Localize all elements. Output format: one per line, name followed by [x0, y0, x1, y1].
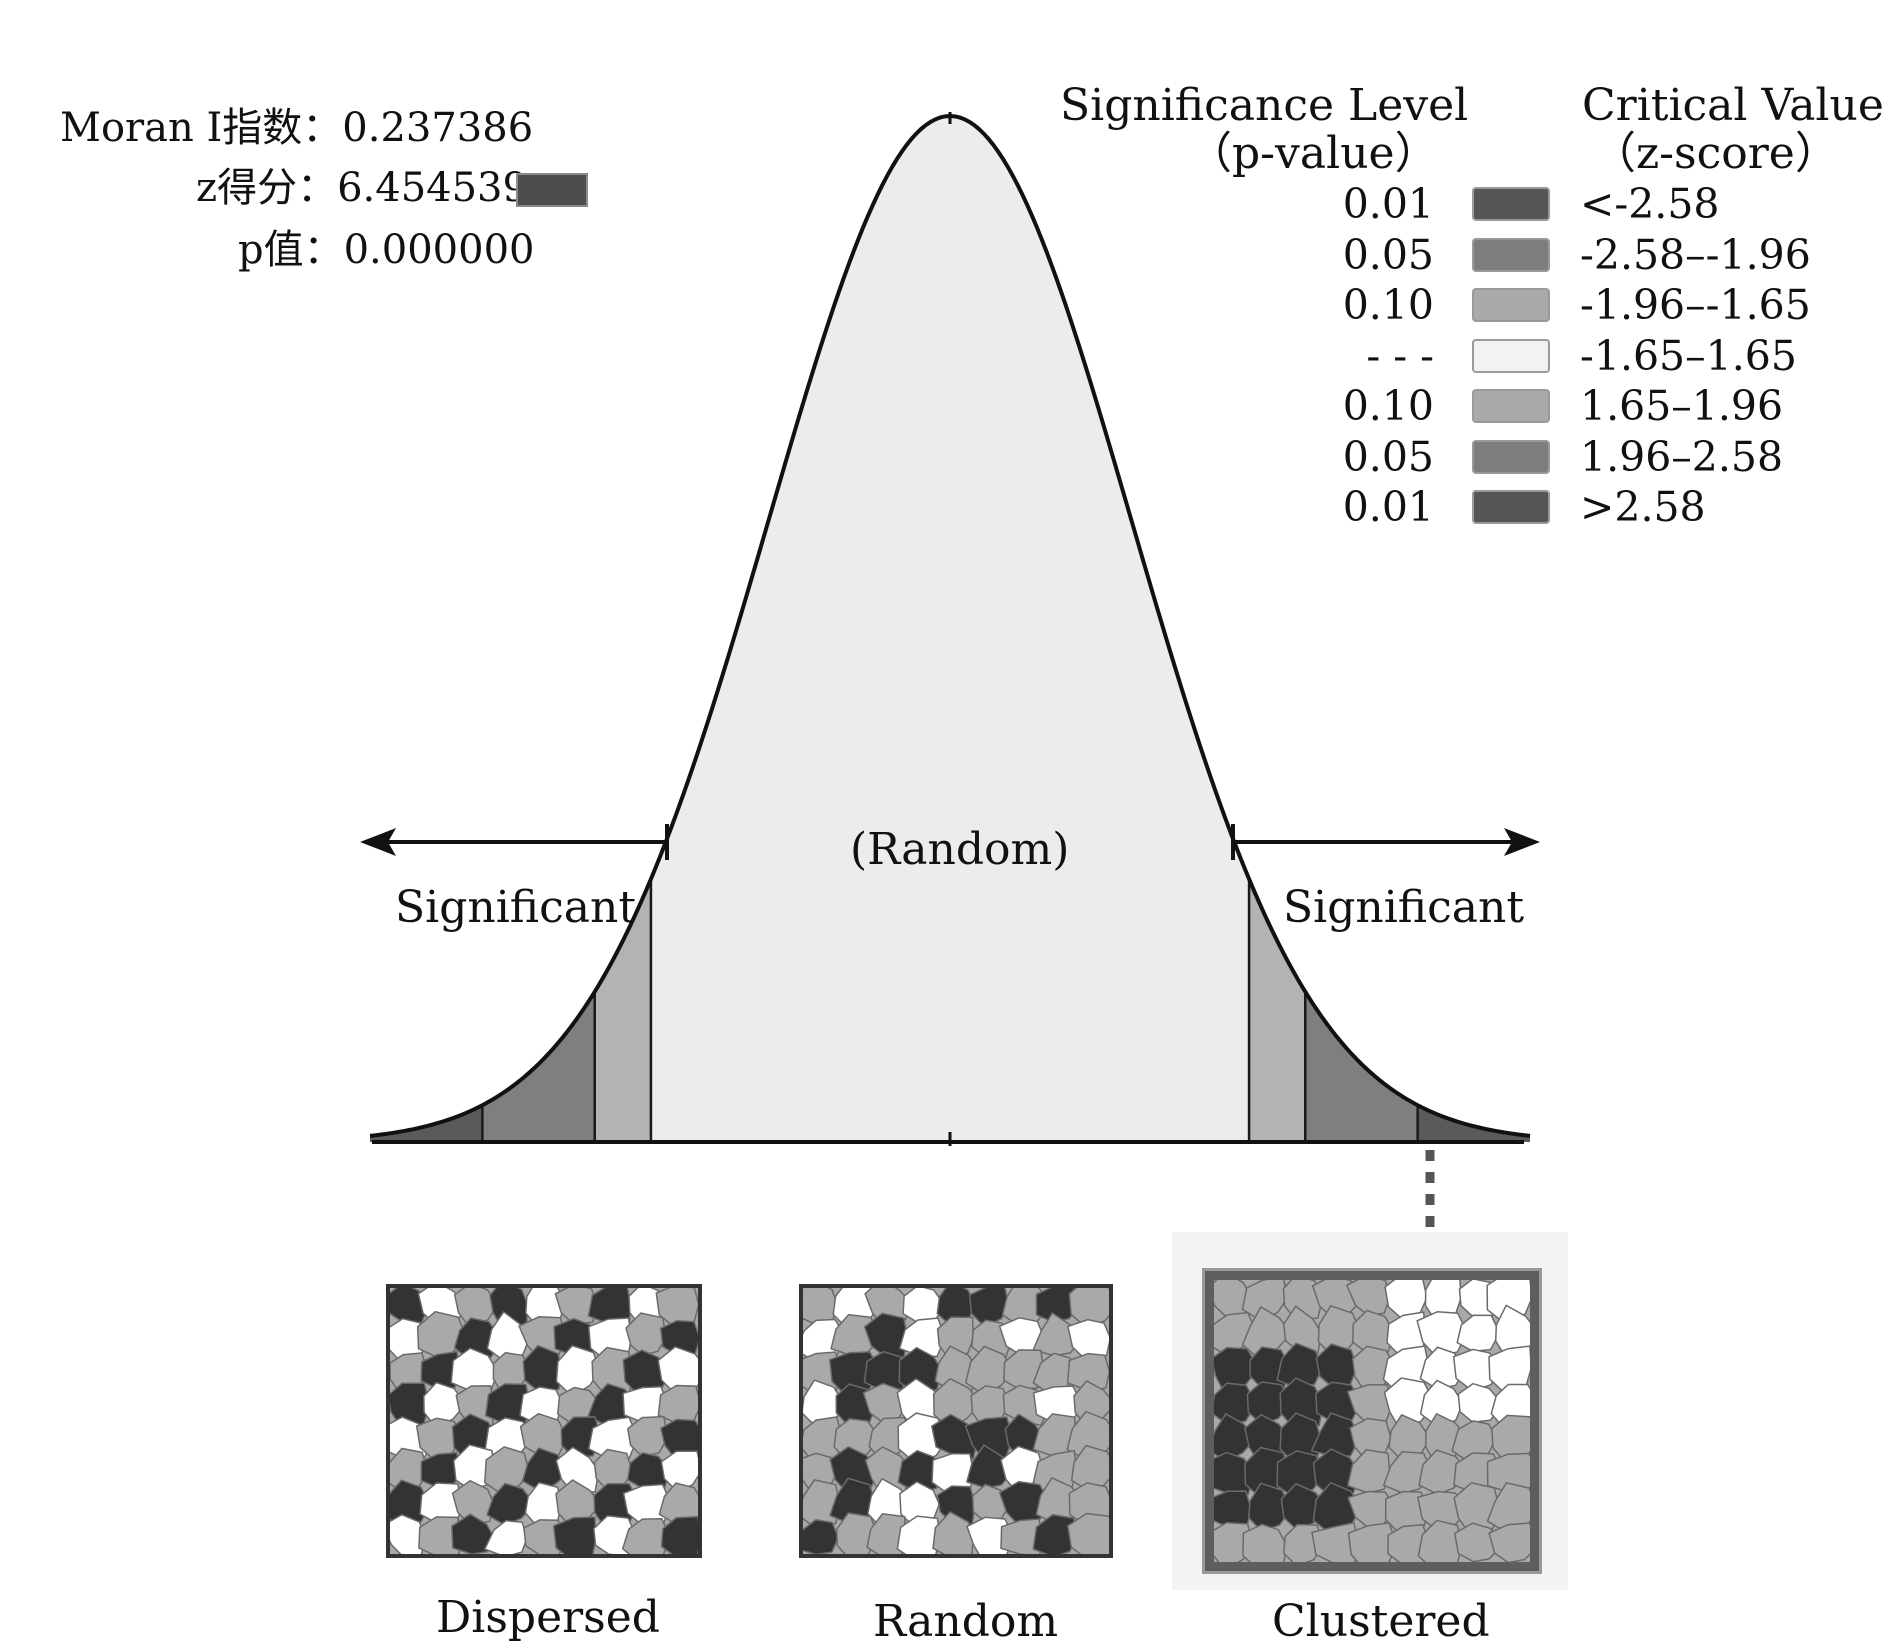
- map-caption-random: Random: [873, 1596, 1059, 1647]
- map-region: [451, 1479, 495, 1526]
- legend-z-range-0: <-2.58: [1580, 180, 1720, 228]
- legend-swatch-4: [1474, 391, 1548, 421]
- map-region: [452, 1443, 495, 1492]
- tail-right-001: [1417, 1105, 1530, 1142]
- legend-z-range-5: 1.96–2.58: [1580, 432, 1784, 481]
- tail-left-010: [594, 879, 651, 1142]
- map-region: [625, 1312, 667, 1357]
- map-region: [1456, 1314, 1501, 1353]
- map-region: [451, 1513, 495, 1555]
- legend-z-range-6: >2.58: [1580, 483, 1706, 531]
- legend-p-value-2: 0.10: [1342, 281, 1434, 329]
- legend-swatch-6: [1474, 492, 1548, 522]
- moran-index-row: Moran I指数：0.237386: [60, 108, 533, 148]
- legend-swatch-5: [1474, 441, 1548, 472]
- legend-p-value-6: 0.01: [1342, 483, 1434, 531]
- legend-z-range-2: -1.96–-1.65: [1580, 281, 1811, 329]
- legend-p-value-1: 0.05: [1342, 230, 1434, 279]
- map-region: [1310, 1412, 1361, 1457]
- map-region: [483, 1519, 529, 1558]
- map-region: [1346, 1448, 1391, 1494]
- map-region: [626, 1415, 669, 1458]
- map-region: [1248, 1482, 1293, 1532]
- z-score-label: z得分：: [196, 165, 338, 211]
- random-region-label: (Random): [850, 824, 1070, 875]
- right-arrow-head: [1504, 828, 1540, 856]
- tail-right-010: [1249, 879, 1306, 1142]
- z-score-value: 6.454539: [337, 165, 528, 211]
- legend-p-value-5: 0.05: [1342, 432, 1434, 481]
- legend-header-critical: Critical Value: [1582, 80, 1884, 131]
- legend-z-range-4: 1.65–1.96: [1580, 382, 1784, 430]
- map-region: [555, 1344, 601, 1398]
- map-region: [484, 1446, 530, 1497]
- dispersed-map: [381, 1277, 710, 1565]
- map-region: [1345, 1274, 1391, 1317]
- dispersed-map-pattern: [381, 1277, 710, 1565]
- p-value-label: p值：: [238, 227, 344, 273]
- z-score-marker: [518, 175, 586, 205]
- map-caption-dispersed: Dispersed: [436, 1592, 660, 1643]
- random-map-pattern: [794, 1277, 1120, 1564]
- clustered-map-pattern: [1205, 1270, 1542, 1573]
- map-region: [554, 1283, 599, 1326]
- map-region: [486, 1482, 536, 1527]
- map-region: [795, 1519, 840, 1556]
- legend-swatch-3: [1474, 340, 1548, 371]
- map-region: [1488, 1522, 1542, 1564]
- map-caption-clustered: Clustered: [1272, 1596, 1490, 1647]
- center-random-region: [650, 116, 1250, 1142]
- legend-p-value-4: 0.10: [1342, 382, 1434, 430]
- legend-z-range-3: -1.65–1.65: [1580, 331, 1797, 380]
- legend-p-value-3: - - -: [1366, 331, 1434, 380]
- map-region: [1210, 1382, 1257, 1426]
- tail-left-001: [370, 1105, 483, 1142]
- z-score-row: z得分：6.454539: [196, 168, 528, 208]
- legend-swatch-1: [1474, 239, 1548, 270]
- map-region: [964, 1345, 1014, 1397]
- clustered-map: [1205, 1270, 1542, 1573]
- legend-swatch-0: [1474, 189, 1548, 219]
- tail-left-005: [482, 991, 595, 1142]
- legend-header-significance: Significance Level: [1060, 80, 1469, 131]
- tail-right-005: [1305, 991, 1418, 1142]
- p-value-row: p值：0.000000: [238, 230, 534, 270]
- left-arrow-head: [360, 828, 396, 856]
- legend-header-p-value: （p-value）: [1188, 128, 1439, 179]
- random-map: [794, 1277, 1120, 1564]
- map-region: [552, 1516, 597, 1562]
- legend-swatch-2: [1474, 290, 1548, 320]
- significant-left-label: Significant: [395, 882, 637, 933]
- p-value-value: 0.000000: [343, 227, 535, 273]
- map-region: [965, 1443, 1015, 1489]
- significant-right-label: Significant: [1283, 882, 1525, 933]
- legend-header-z-score: （z-score）: [1592, 128, 1839, 179]
- map-region: [1032, 1513, 1079, 1558]
- legend-z-range-1: -2.58–-1.96: [1580, 230, 1811, 279]
- map-region: [794, 1279, 839, 1326]
- legend-p-value-0: 0.01: [1342, 180, 1434, 228]
- map-region: [1066, 1352, 1111, 1392]
- moran-index-label: Moran I指数：: [60, 105, 343, 151]
- moran-index-value: 0.237386: [342, 105, 534, 151]
